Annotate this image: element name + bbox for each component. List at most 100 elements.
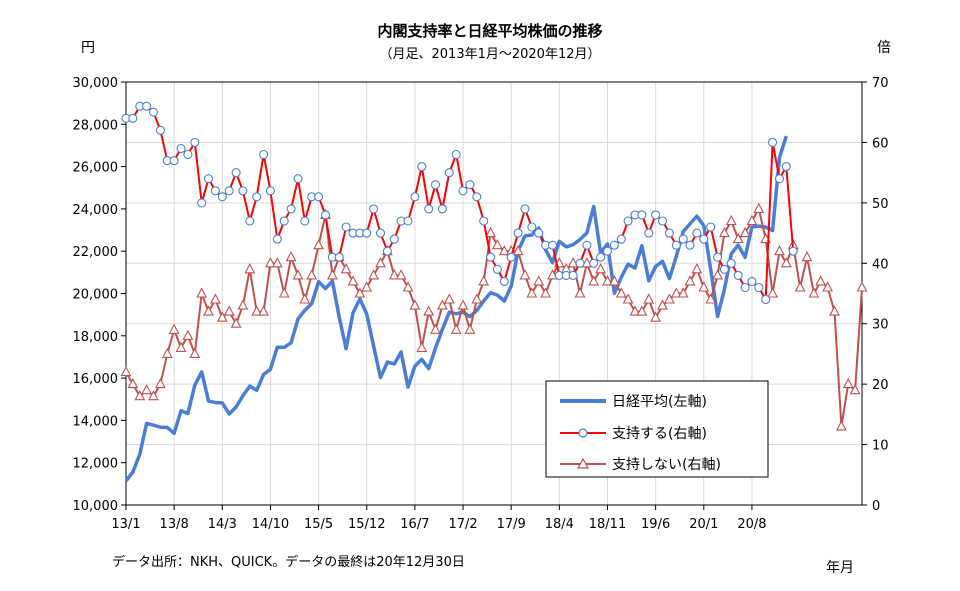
data-point — [210, 186, 220, 196]
data-point — [293, 174, 303, 184]
data-point — [203, 174, 214, 184]
legend-item-nikkei: 日経平均(左軸) — [560, 394, 707, 410]
data-point — [141, 384, 153, 395]
data-point — [589, 258, 599, 268]
data-point — [320, 210, 331, 220]
axes: 10,000 12,000 14,000 16,000 18,000 20,000 22,0… — [73, 76, 889, 532]
data-point — [430, 180, 441, 190]
data-point — [375, 257, 386, 268]
data-point — [657, 299, 668, 310]
data-point — [120, 365, 132, 377]
data-point — [768, 137, 778, 147]
data-point — [588, 275, 600, 286]
data-point — [430, 323, 441, 334]
data-point — [231, 168, 241, 178]
data-point — [664, 228, 674, 238]
data-point — [196, 287, 208, 298]
data-point — [224, 186, 234, 196]
data-point — [362, 228, 372, 238]
data-point — [657, 216, 668, 226]
data-point — [581, 257, 593, 268]
data-point — [685, 240, 695, 250]
data-point — [526, 287, 538, 298]
data-point — [774, 174, 785, 184]
data-point — [527, 222, 537, 232]
y-left-tick-label: 16,000 — [73, 372, 119, 387]
data-point — [692, 228, 702, 238]
x-tick-label: 13/1 — [111, 517, 140, 532]
data-point — [651, 210, 661, 220]
data-point — [780, 257, 792, 268]
data-point — [465, 180, 475, 190]
source-note: データ出所：NKH、QUICK。データの最終は20年12月30日 — [112, 554, 465, 570]
data-point — [746, 214, 758, 226]
data-point — [623, 216, 633, 226]
data-point — [663, 293, 675, 304]
data-point — [637, 210, 647, 220]
data-point — [286, 204, 296, 214]
series-line — [124, 135, 788, 482]
y-left-tick-label: 12,000 — [73, 457, 119, 472]
data-point — [602, 246, 613, 256]
data-point — [155, 125, 165, 135]
x-tick-label: 14/10 — [252, 517, 289, 532]
data-point — [403, 216, 413, 226]
data-point — [272, 234, 282, 244]
data-point — [217, 192, 227, 202]
data-point — [189, 347, 201, 358]
data-point — [251, 305, 263, 316]
data-point — [314, 192, 324, 202]
data-point — [258, 305, 270, 316]
data-point — [292, 269, 304, 280]
data-point — [719, 264, 729, 274]
x-tick-label: 14/3 — [208, 517, 237, 532]
x-tick-label: 18/11 — [589, 517, 626, 532]
series-2 — [120, 202, 868, 431]
data-point — [574, 287, 586, 298]
data-point — [410, 192, 420, 202]
data-point — [513, 228, 523, 238]
data-point — [794, 281, 806, 292]
data-point — [801, 251, 813, 262]
data-point — [767, 287, 779, 298]
data-point — [409, 299, 421, 310]
data-point — [203, 305, 214, 316]
data-point — [547, 269, 558, 280]
data-point — [643, 293, 655, 304]
data-point — [424, 204, 434, 214]
data-point — [781, 162, 791, 172]
data-point — [739, 226, 751, 238]
data-point — [622, 293, 634, 304]
data-point — [300, 216, 310, 226]
data-point — [230, 317, 242, 328]
data-point — [747, 276, 757, 286]
data-point — [361, 281, 373, 292]
data-point — [726, 258, 736, 268]
data-point — [223, 305, 235, 316]
data-point — [472, 192, 482, 202]
data-point — [568, 270, 578, 280]
data-point — [443, 293, 455, 304]
data-point — [677, 287, 689, 298]
data-point — [479, 216, 489, 226]
x-tick-label: 15/12 — [348, 517, 385, 532]
data-point — [148, 107, 159, 117]
data-point — [520, 204, 530, 214]
data-point — [684, 275, 696, 286]
data-point — [492, 264, 502, 274]
data-point — [464, 323, 476, 334]
data-point — [264, 257, 276, 268]
data-point — [740, 282, 750, 293]
y-left-tick-label: 24,000 — [73, 203, 119, 218]
data-point — [499, 276, 509, 286]
y-left-tick-label: 10,000 — [73, 499, 119, 514]
data-point — [402, 281, 414, 292]
data-point — [340, 263, 352, 274]
data-point — [168, 323, 180, 334]
data-point — [512, 245, 524, 256]
data-point — [705, 293, 717, 304]
data-point — [457, 299, 469, 310]
series-0 — [124, 135, 788, 482]
data-point — [458, 186, 468, 196]
legend-marker-nonsupport — [576, 457, 590, 469]
